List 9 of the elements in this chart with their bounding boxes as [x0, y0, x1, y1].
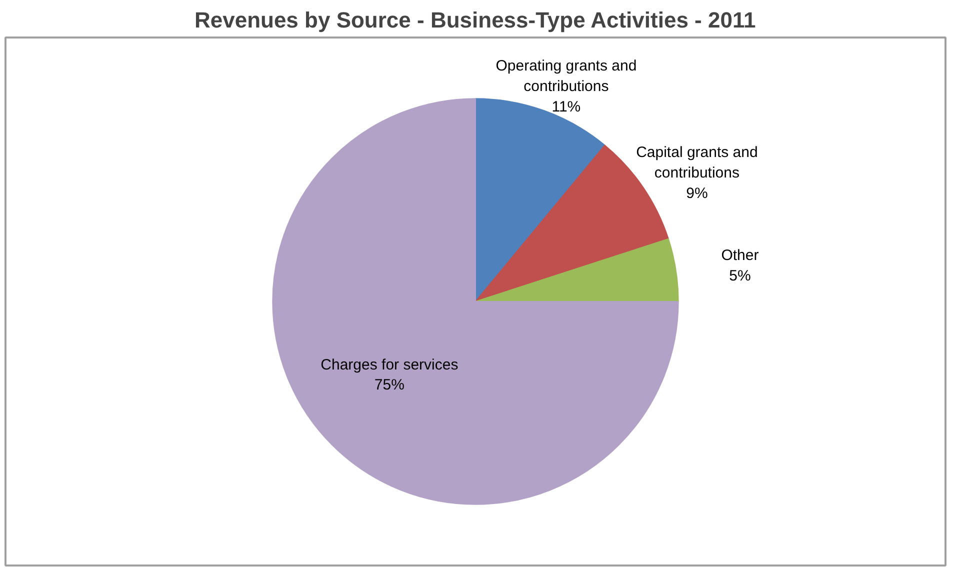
slice-label: Capital grants and contributions	[636, 144, 758, 182]
slice-label: Charges for services	[320, 356, 458, 374]
slice-label: Other	[721, 247, 759, 264]
data-label: 11%	[552, 98, 581, 116]
chart-title: Revenues by Source - Business-Type Activities - 2011	[194, 8, 756, 32]
slice-label: Operating grants and contributions	[496, 58, 637, 95]
data-label: 75%	[374, 376, 404, 394]
data-label: 9%	[686, 184, 708, 202]
data-label: 5%	[729, 267, 751, 284]
